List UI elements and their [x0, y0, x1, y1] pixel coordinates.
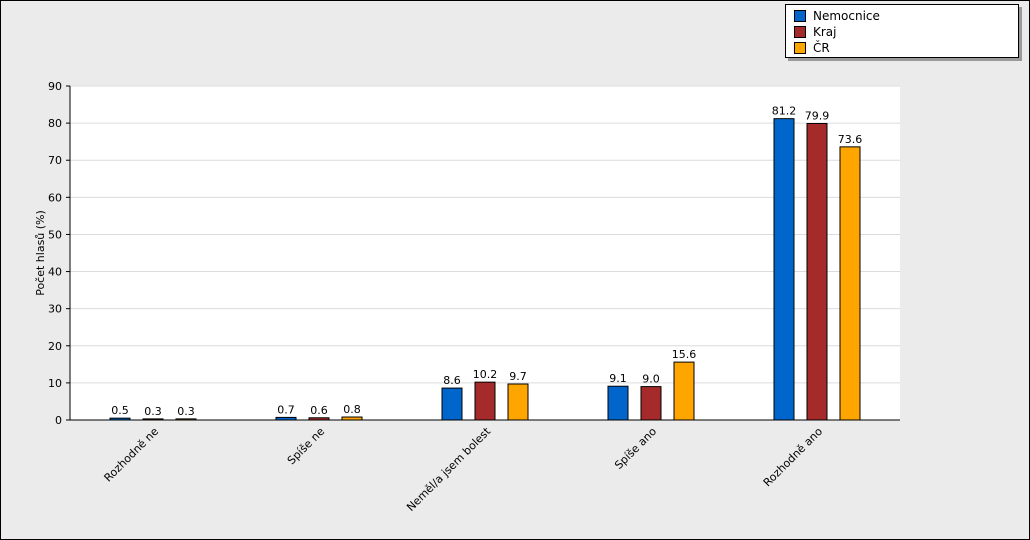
- legend-label: Kraj: [813, 25, 837, 39]
- data-label: 73.6: [838, 133, 863, 146]
- data-label: 0.3: [144, 405, 162, 418]
- data-label: 0.5: [111, 404, 129, 417]
- legend-label: ČR: [813, 41, 830, 55]
- legend-item-cr: ČR: [794, 40, 830, 56]
- y-tick-label: 0: [55, 414, 62, 427]
- y-tick-label: 60: [48, 191, 62, 204]
- bar: [640, 386, 662, 421]
- data-label: 0.6: [310, 404, 328, 417]
- y-tick-label: 90: [48, 80, 62, 93]
- y-axis-ticks: 0 10 20 30 40 50 60 70 80 90: [48, 80, 70, 427]
- bar: [673, 361, 695, 421]
- y-tick-label: 70: [48, 154, 62, 167]
- data-label: 9.0: [642, 373, 660, 386]
- plot-area: [70, 86, 900, 420]
- bar: [839, 146, 861, 421]
- data-label: 10.2: [473, 368, 498, 381]
- y-tick-label: 10: [48, 377, 62, 390]
- y-tick-label: 30: [48, 303, 62, 316]
- data-label: 81.2: [772, 105, 797, 118]
- data-label: 79.9: [805, 109, 830, 122]
- data-label: 0.7: [277, 403, 295, 416]
- x-tick-label: Neměl/a jsem bolest: [404, 424, 493, 513]
- legend-item-kraj: Kraj: [794, 24, 837, 40]
- y-tick-label: 40: [48, 266, 62, 279]
- legend-swatch: [794, 10, 806, 22]
- data-label: 0.3: [177, 405, 195, 418]
- value-labels: 0.5 0.3 0.3 0.7 0.6 0.8 8.6 10.2 9.7 9.1 9.0 15.6 81…: [111, 105, 862, 418]
- legend-swatch: [794, 42, 806, 54]
- data-label: 15.6: [672, 348, 697, 361]
- legend-item-nemocnice: Nemocnice: [794, 8, 880, 24]
- y-axis-title: Počet hlasů (%): [34, 210, 47, 296]
- bar: [474, 381, 496, 421]
- y-tick-label: 50: [48, 228, 62, 241]
- x-tick-label: Rozhodně ne: [102, 425, 162, 485]
- x-tick-label: Spíše ano: [612, 425, 659, 472]
- legend-label: Nemocnice: [813, 9, 880, 23]
- y-tick-label: 80: [48, 117, 62, 130]
- bar: [507, 383, 529, 421]
- bar: [607, 385, 629, 421]
- x-axis-ticks: Rozhodně ne Spíše ne Neměl/a jsem bolest Sp…: [102, 424, 826, 513]
- gridlines: [70, 85, 900, 384]
- x-tick-label: Rozhodně ano: [761, 425, 826, 490]
- data-label: 9.1: [609, 372, 627, 385]
- bar: [773, 118, 795, 421]
- bar: [806, 122, 828, 421]
- data-label: 9.7: [509, 370, 527, 383]
- data-label: 0.8: [343, 403, 361, 416]
- legend-swatch: [794, 26, 806, 38]
- x-tick-label: Spíše ne: [285, 425, 327, 467]
- y-tick-label: 20: [48, 340, 62, 353]
- data-label: 8.6: [443, 374, 461, 387]
- legend: Nemocnice Kraj ČR: [785, 4, 1019, 58]
- bar: [441, 387, 463, 421]
